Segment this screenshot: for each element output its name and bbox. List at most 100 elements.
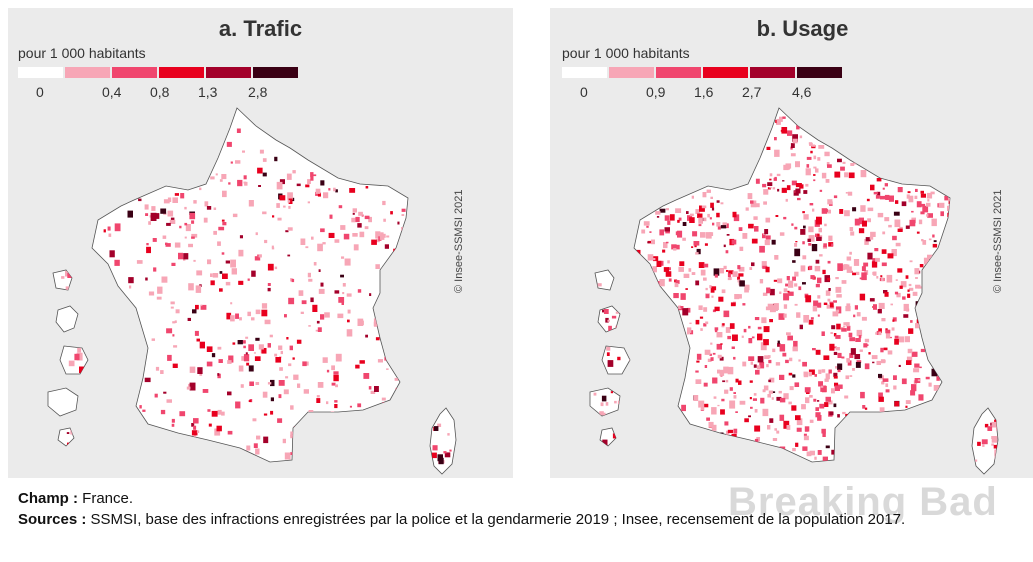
commune-cell: [326, 369, 330, 373]
commune-cell: [778, 313, 785, 320]
commune-cell: [698, 305, 703, 310]
commune-cell: [731, 239, 737, 245]
commune-cell: [705, 287, 708, 291]
commune-cell: [346, 293, 352, 297]
sources-line: Sources : SSMSI, base des infractions en…: [18, 509, 1008, 530]
commune-cell: [677, 230, 683, 238]
commune-cell: [696, 353, 702, 360]
commune-cell: [908, 287, 914, 291]
commune-cell: [749, 380, 753, 383]
commune-cell: [837, 263, 843, 271]
commune-cell: [813, 398, 817, 402]
commune-cell: [267, 287, 271, 292]
commune-cell: [359, 231, 365, 238]
commune-cell: [818, 145, 825, 149]
commune-cell: [876, 178, 882, 182]
commune-cell: [902, 296, 906, 300]
commune-cell: [217, 409, 222, 415]
commune-cell: [230, 259, 236, 268]
commune-cell: [335, 353, 342, 362]
commune-cell: [799, 324, 803, 330]
commune-cell: [936, 376, 940, 381]
commune-cell: [262, 391, 268, 398]
commune-cell: [311, 236, 314, 240]
commune-cell: [238, 249, 244, 257]
commune-cell: [792, 260, 796, 263]
commune-cell: [603, 412, 606, 416]
commune-cell: [745, 207, 749, 211]
commune-cell: [222, 190, 227, 198]
commune-cell: [721, 289, 726, 294]
commune-cell: [714, 327, 719, 331]
commune-cell: [911, 384, 917, 392]
commune-cell: [789, 357, 793, 362]
commune-cell: [227, 430, 233, 435]
commune-cell: [344, 258, 351, 266]
commune-cell: [829, 301, 834, 305]
commune-cell: [881, 249, 887, 254]
commune-cell: [691, 195, 694, 199]
commune-cell: [940, 241, 946, 247]
commune-cell: [767, 355, 771, 358]
commune-cell: [805, 429, 809, 432]
commune-cell: [184, 206, 187, 210]
commune-cell: [863, 262, 869, 267]
commune-cell: [914, 363, 920, 368]
commune-cell: [608, 325, 612, 331]
commune-cell: [226, 141, 232, 147]
commune-cell: [261, 348, 267, 354]
commune-cell: [850, 231, 855, 236]
commune-cell: [835, 347, 840, 351]
commune-cell: [148, 291, 155, 296]
commune-cell: [246, 362, 250, 366]
commune-cell: [323, 192, 329, 199]
commune-cell: [831, 449, 837, 455]
commune-cell: [668, 278, 672, 282]
commune-cell: [694, 244, 697, 248]
commune-cell: [287, 192, 293, 200]
commune-cell: [785, 359, 789, 364]
commune-cell: [678, 217, 682, 221]
watermark-text: Breaking Bad: [728, 480, 998, 524]
commune-cell: [905, 275, 909, 279]
commune-cell: [819, 189, 823, 192]
commune-cell: [278, 394, 282, 399]
commune-cell: [184, 236, 187, 239]
commune-cell: [727, 429, 734, 434]
commune-cell: [375, 337, 380, 341]
commune-cell: [709, 285, 712, 289]
commune-cell: [437, 454, 443, 462]
commune-cell: [931, 218, 937, 227]
commune-cell: [763, 385, 769, 391]
panel-title: b. Usage: [756, 16, 849, 41]
commune-cell: [801, 404, 806, 410]
commune-cell: [712, 222, 715, 226]
commune-cell: [689, 213, 694, 217]
commune-cell: [772, 438, 778, 441]
commune-cell: [910, 390, 916, 396]
commune-cell: [875, 257, 880, 262]
commune-cell: [883, 290, 888, 294]
commune-cell: [762, 233, 766, 239]
commune-cell: [682, 237, 686, 241]
commune-cell: [287, 200, 291, 203]
commune-cell: [741, 335, 744, 338]
commune-cell: [773, 303, 779, 310]
commune-cell: [846, 256, 852, 261]
commune-cell: [248, 200, 254, 207]
commune-cell: [166, 222, 171, 226]
commune-cell: [199, 187, 202, 191]
commune-cell: [191, 423, 195, 427]
commune-cell: [107, 226, 111, 231]
commune-cell: [305, 246, 309, 249]
commune-cell: [288, 297, 295, 305]
commune-cell: [794, 382, 800, 387]
commune-cell: [795, 188, 801, 194]
commune-cell: [864, 239, 869, 245]
commune-cell: [812, 208, 815, 212]
commune-cell: [150, 212, 157, 221]
commune-cell: [286, 173, 292, 180]
commune-cell: [927, 199, 930, 202]
commune-cell: [849, 251, 852, 255]
commune-cell: [300, 238, 306, 245]
